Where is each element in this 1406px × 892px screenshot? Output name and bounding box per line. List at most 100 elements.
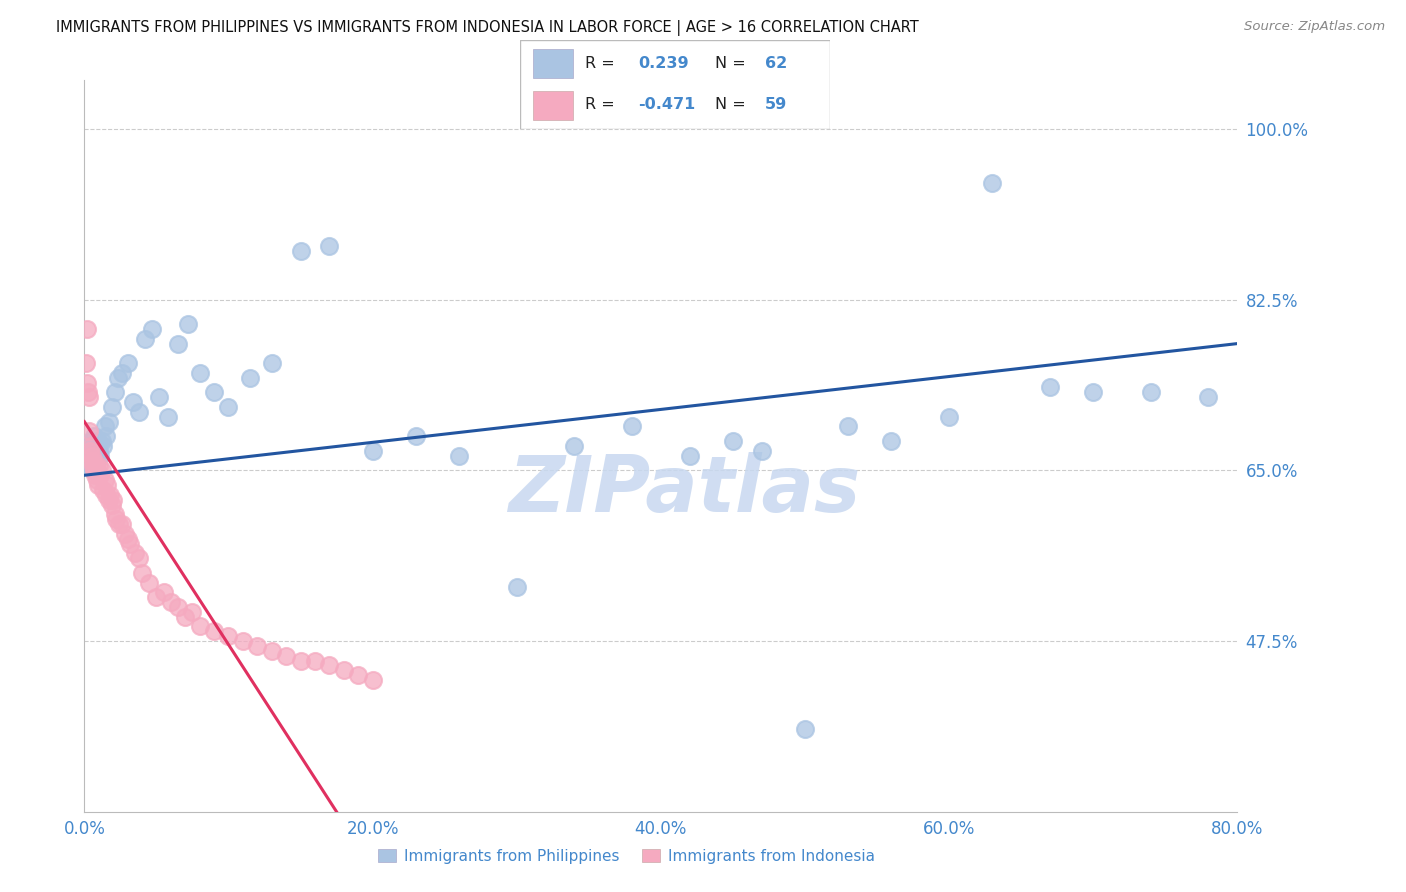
Point [794,722,817,736]
Legend: Immigrants from Philippines, Immigrants from Indonesia: Immigrants from Philippines, Immigrants … [371,843,882,870]
Point [202,624,225,639]
Point [111,366,134,380]
Point [131,566,153,580]
Point [124,546,146,560]
Point [87,443,110,458]
Text: 0.239: 0.239 [638,56,689,71]
Text: Source: ZipAtlas.com: Source: ZipAtlas.com [1244,20,1385,33]
Point [83,463,105,477]
Point [91,483,114,497]
Point [83,443,105,458]
Point [100,400,122,414]
Point [104,508,127,522]
Point [981,176,1004,190]
Point [80,449,103,463]
Point [202,385,225,400]
Text: -0.471: -0.471 [638,97,695,112]
Point [76,322,98,336]
Point [218,400,240,414]
Point [128,551,150,566]
Point [82,453,104,467]
Point [679,449,702,463]
Text: ZIPatlas: ZIPatlas [508,452,860,528]
Point [87,434,110,449]
Point [318,239,340,253]
Point [138,575,160,590]
Point [76,376,98,390]
Point [1039,380,1062,394]
Point [114,526,136,541]
Point [83,429,105,443]
Point [80,434,103,449]
Point [122,395,145,409]
Point [880,434,903,449]
FancyBboxPatch shape [533,49,572,78]
Point [97,415,120,429]
Point [79,443,101,458]
Point [86,453,108,467]
Point [89,449,111,463]
Point [276,648,298,663]
Point [938,409,960,424]
Point [260,644,283,658]
Text: 62: 62 [765,56,787,71]
Point [77,443,100,458]
Point [232,634,254,648]
Point [1198,390,1220,404]
Point [87,458,110,473]
Text: N =: N = [716,56,745,71]
Point [77,390,100,404]
Point [107,370,129,384]
Point [87,478,110,492]
Point [167,336,190,351]
Point [1083,385,1105,400]
FancyBboxPatch shape [520,40,830,129]
Text: N =: N = [716,97,745,112]
Point [145,590,167,604]
Point [93,419,115,434]
Point [75,356,97,370]
Point [103,492,125,507]
Point [86,473,108,487]
Point [1140,385,1163,400]
Point [77,439,100,453]
Point [82,463,104,477]
Point [76,458,98,473]
Point [120,536,142,550]
Point [174,609,197,624]
Point [84,468,107,483]
Point [83,453,105,467]
Point [564,439,586,453]
Point [290,654,312,668]
Point [108,516,131,531]
Point [111,516,134,531]
Point [167,599,190,614]
Point [148,390,170,404]
Point [76,449,98,463]
Point [91,439,114,453]
Point [104,385,127,400]
Point [621,419,644,434]
Point [181,605,204,619]
Point [105,512,128,526]
Point [405,429,427,443]
Point [77,385,100,400]
Point [79,453,101,467]
Point [82,458,104,473]
Point [79,425,101,439]
Point [290,244,312,258]
Point [93,473,115,487]
Point [128,405,150,419]
Point [188,366,211,380]
Point [361,443,384,458]
Point [80,443,103,458]
Point [94,488,117,502]
Point [506,581,529,595]
Point [90,434,112,449]
Point [117,356,139,370]
Point [80,439,103,453]
Point [79,458,101,473]
Point [333,663,356,677]
Text: IMMIGRANTS FROM PHILIPPINES VS IMMIGRANTS FROM INDONESIA IN LABOR FORCE | AGE > : IMMIGRANTS FROM PHILIPPINES VS IMMIGRANT… [56,20,920,36]
Point [318,658,340,673]
